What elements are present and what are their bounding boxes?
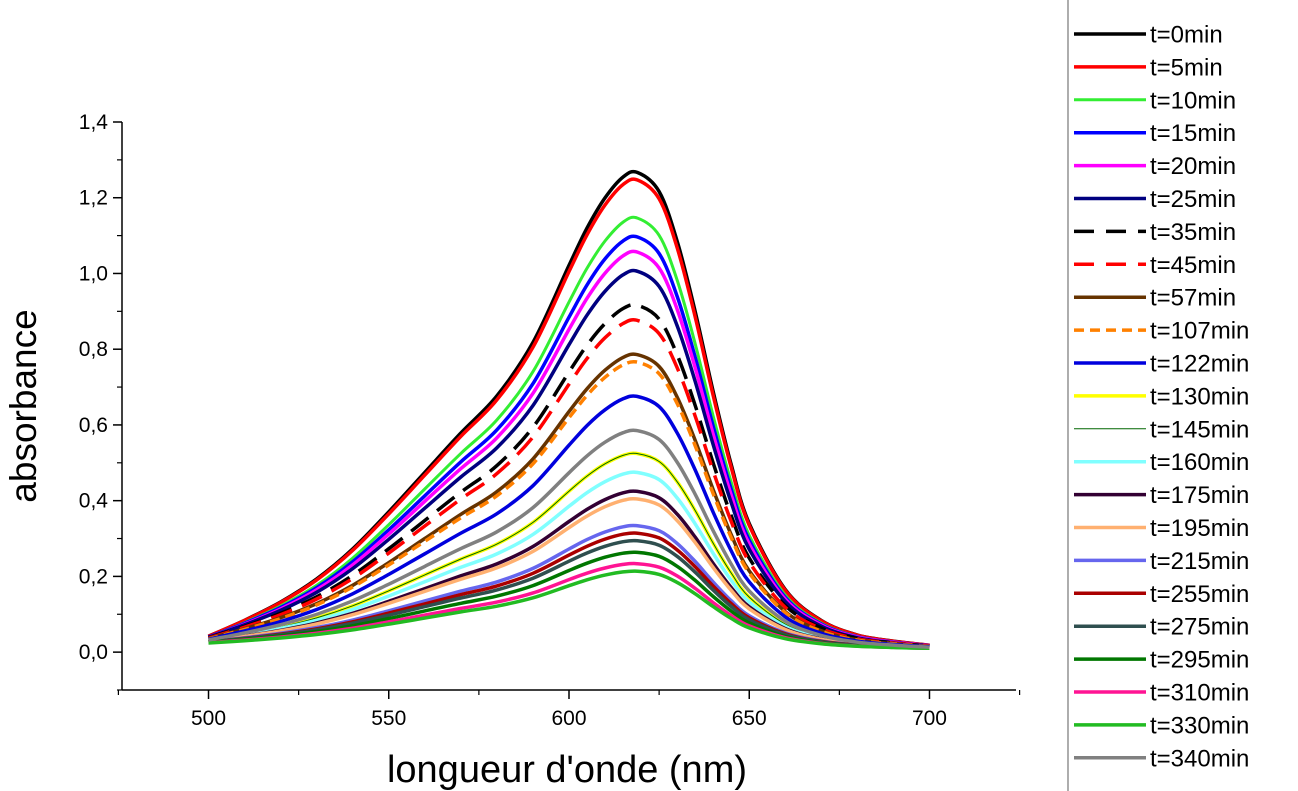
series-line-t-330min (208, 569, 930, 651)
legend-label: t=175min (1150, 482, 1249, 509)
series-line-t-275min (208, 538, 930, 650)
legend-label: t=330min (1150, 712, 1249, 739)
legend-label: t=195min (1150, 515, 1249, 542)
x-tick-label: 500 (191, 707, 226, 730)
y-ticks: 0,0 0,2 0,4 0,6 0,8 1,0 1,2 1,4 (79, 111, 122, 691)
series-line-t-57min (208, 352, 930, 649)
series-line-t-5min (207, 177, 930, 648)
y-tick-label: 0,4 (79, 490, 109, 513)
y-tick-label: 1,0 (79, 262, 108, 285)
series-line-t-340min (208, 428, 930, 649)
legend-label: t=5min (1150, 54, 1223, 81)
legend-label: t=255min (1150, 581, 1249, 608)
series-line-t-20min (207, 249, 930, 648)
legend-label: t=10min (1150, 87, 1236, 114)
legend-label: t=160min (1150, 449, 1249, 476)
series-line-t-122min (208, 394, 930, 649)
legend-label: t=15min (1150, 120, 1236, 147)
legend-label: t=107min (1150, 318, 1249, 345)
legend-label: t=310min (1150, 680, 1249, 707)
legend-label: t=215min (1150, 548, 1249, 575)
legend-label: t=340min (1150, 745, 1249, 772)
legend-label: t=295min (1150, 647, 1249, 674)
series-line-t-45min (207, 318, 930, 648)
legend-label: t=25min (1150, 186, 1236, 213)
series-line-t-35min (207, 302, 930, 648)
legend-label: t=0min (1150, 22, 1223, 49)
y-tick-label: 0,2 (79, 565, 108, 588)
x-tick-label: 600 (551, 707, 586, 730)
series-line-t-0min (207, 169, 930, 648)
legend-label: t=122min (1150, 351, 1249, 378)
legend-label: t=35min (1150, 219, 1236, 246)
legend-label: t=145min (1150, 416, 1249, 443)
legend: t=0min t=5min t=10min t=15min t=20min t=25min… (1074, 22, 1249, 772)
legend-label: t=20min (1150, 153, 1236, 180)
y-tick-label: 0,0 (79, 641, 108, 664)
series-line-t-107min (208, 359, 930, 649)
series-line-t-145min (208, 452, 930, 649)
x-ticks: 500 550 600 650 700 (117, 690, 1021, 730)
y-tick-label: 1,4 (79, 111, 109, 134)
y-axis-title: absorbance (3, 309, 44, 502)
series-line-t-160min (208, 470, 930, 650)
x-tick-label: 700 (912, 707, 947, 730)
series-line-t-195min (208, 496, 930, 650)
y-tick-label: 1,2 (79, 187, 108, 210)
axes (121, 122, 1016, 691)
y-tick-label: 0,8 (79, 338, 108, 361)
y-tick-label: 0,6 (79, 414, 108, 437)
x-tick-label: 550 (371, 707, 406, 730)
legend-label: t=130min (1150, 383, 1249, 410)
legend-label: t=275min (1150, 614, 1249, 641)
plot-area (207, 169, 930, 651)
legend-label: t=45min (1150, 252, 1236, 279)
x-axis-title: longueur d'onde (nm) (387, 749, 747, 791)
series-line-t-25min (207, 268, 930, 648)
x-tick-label: 650 (732, 707, 767, 730)
legend-label: t=57min (1150, 285, 1236, 312)
